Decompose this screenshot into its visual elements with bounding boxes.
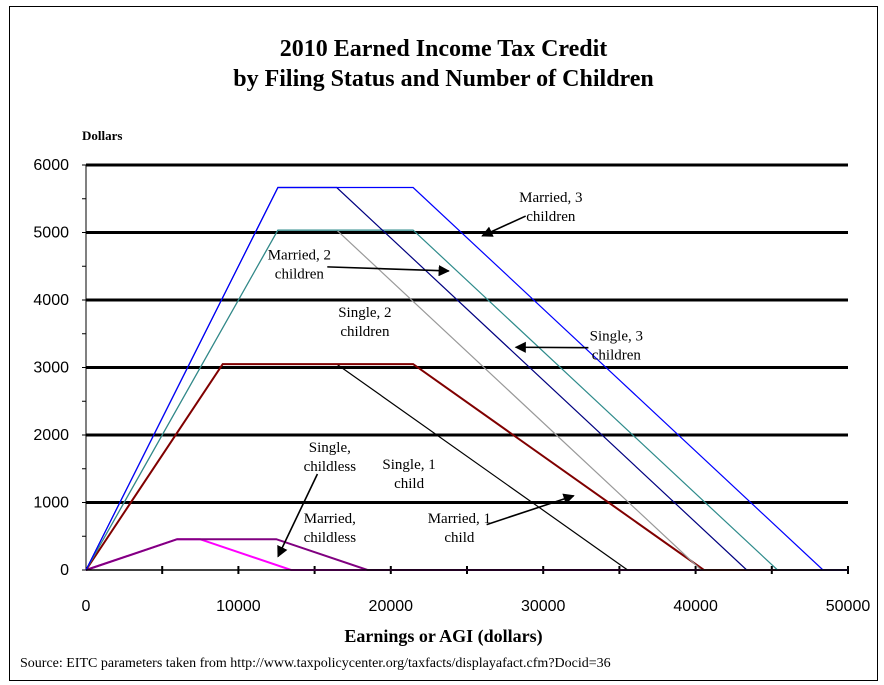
y-tick-label-4000: 4000	[33, 292, 69, 309]
x-tick-label-20000: 20000	[369, 598, 414, 615]
annotation-label: Single, 2 children	[338, 305, 391, 340]
y-tick-label-2000: 2000	[33, 427, 69, 444]
y-tick-label-5000: 5000	[33, 225, 69, 242]
x-tick-label-30000: 30000	[521, 598, 566, 615]
annotation-label: Married, childless	[304, 511, 357, 546]
annotation-arrow	[277, 473, 319, 558]
y-tick-label-6000: 6000	[33, 157, 69, 174]
y-tick-label-1000: 1000	[33, 495, 69, 512]
annotation-label: Married, 1 child	[428, 511, 491, 546]
x-tick-label-0: 0	[82, 598, 91, 615]
y-tick-label-0: 0	[60, 562, 69, 579]
chart-title: 2010 Earned Income Tax Credit	[279, 36, 608, 62]
annotation-arrow	[327, 265, 450, 277]
x-tick-label-40000: 40000	[673, 598, 718, 615]
chart-subtitle: by Filing Status and Number of Children	[233, 66, 654, 92]
chart-frame	[9, 6, 878, 681]
annotation-label: Married, 3 children	[519, 190, 582, 225]
x-tick-label-10000: 10000	[216, 598, 261, 615]
annotation-arrow	[481, 215, 527, 237]
annotation-label: Married, 2 children	[268, 248, 331, 283]
annotation-label: Single, 1 child	[382, 457, 435, 492]
y-axis-label: Dollars	[82, 128, 123, 143]
x-axis-label: Earnings or AGI (dollars)	[344, 626, 543, 646]
annotation-label: Single, childless	[304, 440, 357, 475]
annotation-label: Single, 3 children	[590, 329, 643, 364]
source-note: Source: EITC parameters taken from http:…	[20, 656, 611, 671]
y-tick-label-3000: 3000	[33, 360, 69, 377]
x-tick-label-50000: 50000	[826, 598, 871, 615]
annotation-arrow	[486, 493, 575, 526]
